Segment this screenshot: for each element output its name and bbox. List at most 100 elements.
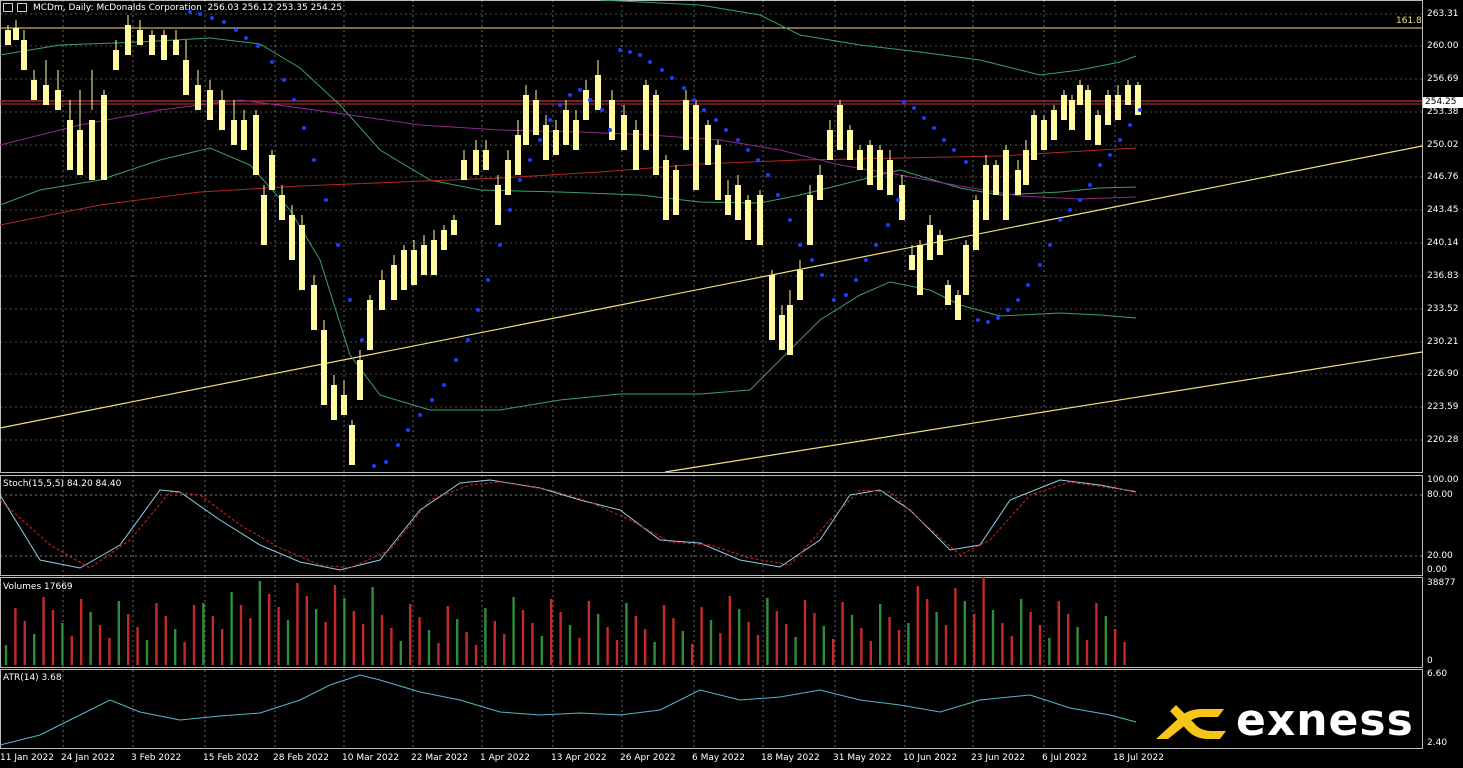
candle-body: [261, 195, 267, 245]
candle-body: [543, 125, 549, 160]
candle-body: [241, 120, 247, 150]
candle-body: [621, 115, 627, 150]
candle-body: [289, 215, 295, 260]
sar-dot: [964, 160, 968, 164]
price-axis-label: 260.00: [1427, 41, 1459, 51]
candle-body: [837, 105, 843, 150]
sar-dot: [1016, 298, 1020, 302]
price-axis-label: 246.76: [1427, 172, 1459, 182]
candle-body: [253, 115, 259, 175]
candle-body: [1061, 95, 1067, 120]
sar-dot: [820, 273, 824, 277]
candle-body: [55, 90, 61, 110]
sar-dot: [234, 28, 238, 32]
sar-dot: [292, 98, 296, 102]
candle-body: [1105, 95, 1111, 125]
sar-dot: [256, 44, 260, 48]
sar-dot: [692, 98, 696, 102]
candle-body: [161, 35, 167, 60]
sar-dot: [660, 68, 664, 72]
candle-body: [483, 150, 489, 170]
candle-body: [553, 130, 559, 155]
sar-dot: [702, 108, 706, 112]
price-axis-label: 253.38: [1427, 107, 1459, 117]
sar-dot: [384, 460, 388, 464]
chart-header-icons: [3, 3, 27, 12]
sar-dot: [430, 398, 434, 402]
sar-dot: [1108, 153, 1112, 157]
sar-dot: [518, 178, 522, 182]
price-axis-label: 226.90: [1427, 369, 1459, 379]
candle-body: [993, 165, 999, 195]
candle-body: [269, 155, 275, 190]
panel-frame: [0, 577, 1423, 668]
date-axis-label: 31 May 2022: [833, 753, 892, 763]
sar-dot: [628, 50, 632, 54]
candle-body: [173, 40, 179, 55]
sar-dot: [1138, 108, 1142, 112]
candle-body: [927, 225, 933, 260]
chart-type-icon: [3, 3, 13, 12]
stoch-axis-label: 80.00: [1427, 490, 1453, 500]
sar-dot: [578, 88, 582, 92]
candle-body: [349, 425, 355, 465]
atr-axis-min: 2.40: [1427, 738, 1448, 748]
candle-body: [137, 30, 143, 45]
sar-dot: [638, 53, 642, 57]
date-axis-label: 10 Jun 2022: [903, 753, 958, 763]
candle-body: [1051, 110, 1057, 140]
price-axis-label: 250.02: [1427, 140, 1459, 150]
date-axis-label: 18 May 2022: [761, 753, 820, 763]
candle-body: [1069, 100, 1075, 130]
candle-body: [5, 30, 11, 45]
candle-body: [807, 195, 813, 245]
date-axis-label: 22 Mar 2022: [411, 753, 469, 763]
date-axis-label: 11 Jan 2022: [0, 753, 54, 763]
sar-dot: [568, 93, 572, 97]
sar-dot: [244, 36, 248, 40]
candle-body: [149, 35, 155, 55]
candle-body: [1015, 170, 1021, 195]
bar-chart-icon: [17, 3, 27, 12]
sar-dot: [874, 243, 878, 247]
sar-dot: [736, 138, 740, 142]
candle-body: [1003, 150, 1009, 220]
sar-dot: [832, 298, 836, 302]
candle-body: [401, 250, 407, 290]
date-axis-label: 28 Feb 2022: [273, 753, 330, 763]
candle-body: [231, 120, 237, 145]
candle-body: [331, 385, 337, 420]
candle-body: [827, 130, 833, 160]
candle-body: [899, 185, 905, 220]
sar-dot: [844, 293, 848, 297]
candle-body: [183, 60, 189, 95]
bollinger-upper: [599, 0, 1137, 76]
sar-dot: [776, 193, 780, 197]
sar-dot: [854, 278, 858, 282]
candle-body: [495, 185, 501, 225]
sar-dot: [724, 128, 728, 132]
candle-body: [341, 395, 347, 415]
candle-body: [441, 230, 447, 250]
candle-body: [877, 150, 883, 190]
candle-body: [1031, 115, 1037, 160]
sar-dot: [1068, 208, 1072, 212]
candle-body: [745, 200, 751, 240]
candle-body: [817, 175, 823, 200]
atr-axis-max: 6.60: [1427, 669, 1448, 679]
sar-dot: [798, 243, 802, 247]
price-axis-label: 263.31: [1427, 9, 1459, 19]
date-axis-label: 18 Jul 2022: [1113, 753, 1164, 763]
exness-logo: exness: [1150, 695, 1414, 746]
sar-dot: [1098, 163, 1102, 167]
candle-body: [983, 165, 989, 220]
sar-dot: [486, 278, 490, 282]
sar-dot: [1006, 308, 1010, 312]
symbol-title: MCDm, Daily: McDonalds Corporation: [33, 3, 202, 13]
current-price-tag: 254.25: [1423, 97, 1463, 108]
panel-frame: [0, 669, 1423, 749]
candle-body: [1085, 90, 1091, 140]
volumes-axis-max: 38877: [1427, 578, 1456, 588]
stoch-axis-label: 20.00: [1427, 551, 1453, 561]
